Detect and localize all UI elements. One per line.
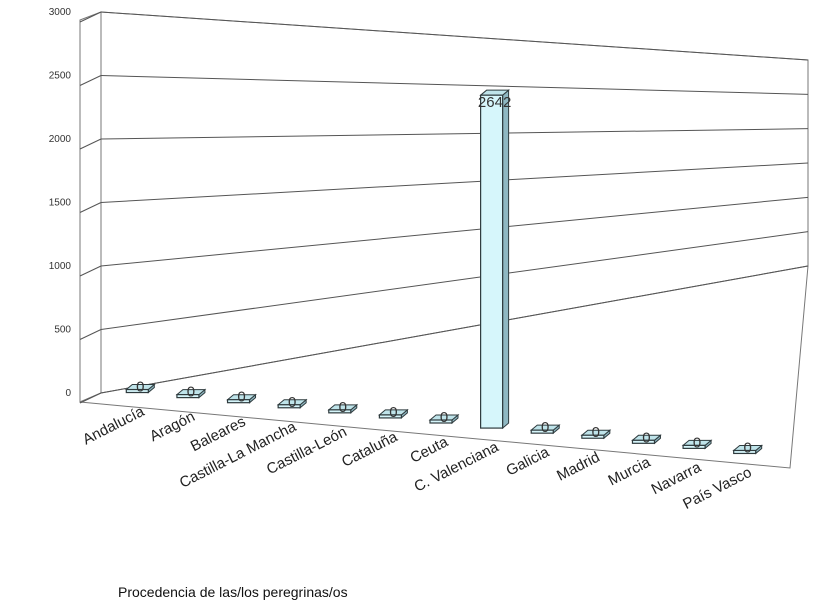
y-tick-label: 0 bbox=[65, 388, 71, 399]
bar-front bbox=[530, 429, 554, 434]
bar bbox=[276, 398, 308, 409]
gridline-side bbox=[79, 329, 102, 340]
data-label: 0 bbox=[339, 399, 347, 416]
data-label: 0 bbox=[744, 439, 752, 456]
bar bbox=[428, 413, 460, 425]
bar bbox=[580, 429, 612, 440]
x-tick-label: Andalucía bbox=[80, 403, 148, 449]
y-tick-label: 1000 bbox=[49, 261, 72, 272]
data-label: 0 bbox=[541, 419, 549, 436]
data-label: 0 bbox=[642, 429, 650, 446]
y-tick-label: 2500 bbox=[49, 71, 72, 82]
gridline bbox=[100, 11, 809, 61]
bar-front bbox=[682, 444, 706, 449]
gridline bbox=[100, 75, 809, 95]
bars bbox=[124, 89, 764, 455]
x-tick-label: Galicia bbox=[503, 443, 552, 479]
bar-front bbox=[429, 419, 453, 424]
gridline bbox=[100, 231, 809, 330]
x-tick-label: Madrid bbox=[554, 449, 603, 485]
gridline-side bbox=[79, 265, 102, 277]
gridlines bbox=[79, 11, 809, 404]
y-axis-ticks: 0 500 1000 1500 2000 2500 3000 bbox=[49, 7, 72, 399]
bar-front bbox=[226, 399, 251, 404]
data-label: 0 bbox=[693, 434, 701, 451]
gridline bbox=[100, 265, 809, 394]
x-tick-label: Ceuta bbox=[407, 433, 451, 467]
bar-front bbox=[125, 388, 149, 394]
y-tick-label: 3000 bbox=[49, 7, 72, 18]
x-axis-title: Procedencia de las/los peregrinas/os bbox=[118, 584, 348, 600]
y-tick-label: 2000 bbox=[49, 134, 72, 145]
bar-front bbox=[480, 94, 504, 429]
gridline-side bbox=[79, 138, 102, 150]
bar-front bbox=[176, 394, 200, 399]
bar bbox=[124, 383, 156, 394]
x-tick-label: Cataluña bbox=[339, 428, 401, 471]
y-tick-label: 500 bbox=[54, 325, 71, 336]
gridline bbox=[100, 162, 809, 203]
gridline-side bbox=[79, 202, 102, 213]
bar-front bbox=[631, 439, 656, 444]
bar bbox=[175, 388, 207, 399]
bar-front bbox=[378, 414, 402, 419]
bar bbox=[327, 403, 359, 414]
gridline bbox=[100, 128, 809, 140]
bar-side bbox=[502, 89, 510, 430]
data-label: 2642 bbox=[478, 94, 511, 111]
data-label: 0 bbox=[288, 394, 296, 411]
bar bbox=[226, 393, 257, 404]
bar bbox=[631, 434, 662, 445]
y-tick-label: 1500 bbox=[49, 198, 72, 209]
data-labels: 0 0 0 0 0 0 0 2642 0 0 0 0 0 bbox=[136, 94, 752, 456]
bar-front bbox=[581, 434, 605, 439]
data-label: 0 bbox=[187, 384, 195, 401]
bar-front bbox=[328, 409, 352, 414]
data-label: 0 bbox=[440, 409, 448, 426]
x-tick-label: Murcia bbox=[605, 453, 653, 489]
data-label: 0 bbox=[389, 404, 397, 421]
bar-front bbox=[277, 404, 301, 409]
gridline-side bbox=[79, 75, 102, 86]
gridline-side bbox=[79, 11, 102, 23]
bar bbox=[681, 439, 713, 450]
bar bbox=[479, 89, 510, 430]
bar bbox=[378, 408, 409, 419]
data-label: 0 bbox=[592, 424, 600, 441]
bar bbox=[732, 444, 764, 455]
gridline-side bbox=[79, 392, 102, 404]
bar-front bbox=[733, 449, 757, 455]
gridline bbox=[100, 196, 809, 267]
data-label: 0 bbox=[237, 389, 245, 406]
data-label: 0 bbox=[136, 379, 144, 396]
bar bbox=[529, 424, 561, 435]
